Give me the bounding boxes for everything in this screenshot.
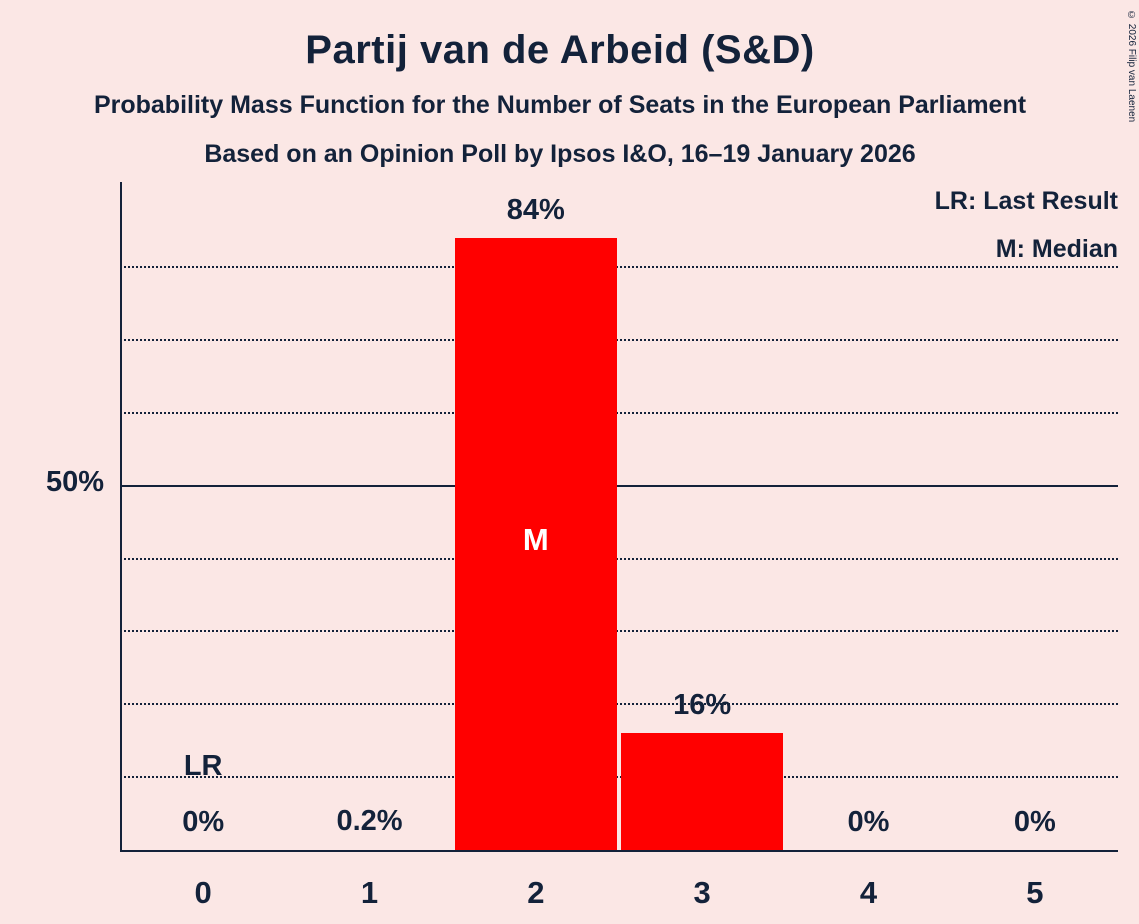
x-axis-tick-label-4: 4 — [859, 875, 878, 910]
value-label-seat-0: 0% — [182, 806, 225, 838]
gridline-50pct — [120, 484, 1118, 487]
gridline-40pct — [120, 557, 1118, 560]
value-label-seat-2: 84% — [506, 193, 565, 226]
gridline-10pct — [120, 776, 1118, 779]
x-axis-tick-label-2: 2 — [527, 875, 545, 910]
value-label-seat-3: 16% — [673, 689, 732, 722]
last-result-marker: LR — [183, 750, 223, 782]
chart-subtitle-source: Based on an Opinion Poll by Ipsos I&O, 1… — [204, 140, 916, 168]
chart-subtitle: Probability Mass Function for the Number… — [93, 91, 1027, 119]
x-axis-tick-label-1: 1 — [360, 875, 379, 910]
gridline-20pct — [120, 703, 1118, 706]
gridline-60pct — [120, 411, 1118, 414]
x-axis-tick-label-0: 0 — [194, 875, 212, 910]
median-marker: M — [522, 521, 549, 557]
legend-median: M: Median — [995, 235, 1118, 263]
y-axis-tick-label-50: 50% — [45, 465, 104, 498]
copyright-notice: © 2026 Filip van Laenen — [1126, 10, 1137, 123]
gridline-80pct — [120, 266, 1118, 269]
y-axis-line — [120, 182, 122, 852]
bar-seat-3 — [621, 733, 784, 850]
gridline-70pct — [120, 338, 1118, 341]
chart-title: Partij van de Arbeid (S&D) — [305, 28, 815, 72]
gridline-30pct — [120, 630, 1118, 633]
x-axis-line — [120, 850, 1118, 852]
value-label-seat-1: 0.2% — [336, 804, 403, 837]
legend-last-result: LR: Last Result — [934, 187, 1118, 215]
x-axis-tick-label-5: 5 — [1026, 875, 1044, 910]
value-label-seat-4: 0% — [847, 806, 890, 838]
x-axis-tick-label-3: 3 — [693, 875, 711, 910]
bar-seat-2 — [454, 237, 617, 850]
value-label-seat-5: 0% — [1013, 806, 1056, 838]
